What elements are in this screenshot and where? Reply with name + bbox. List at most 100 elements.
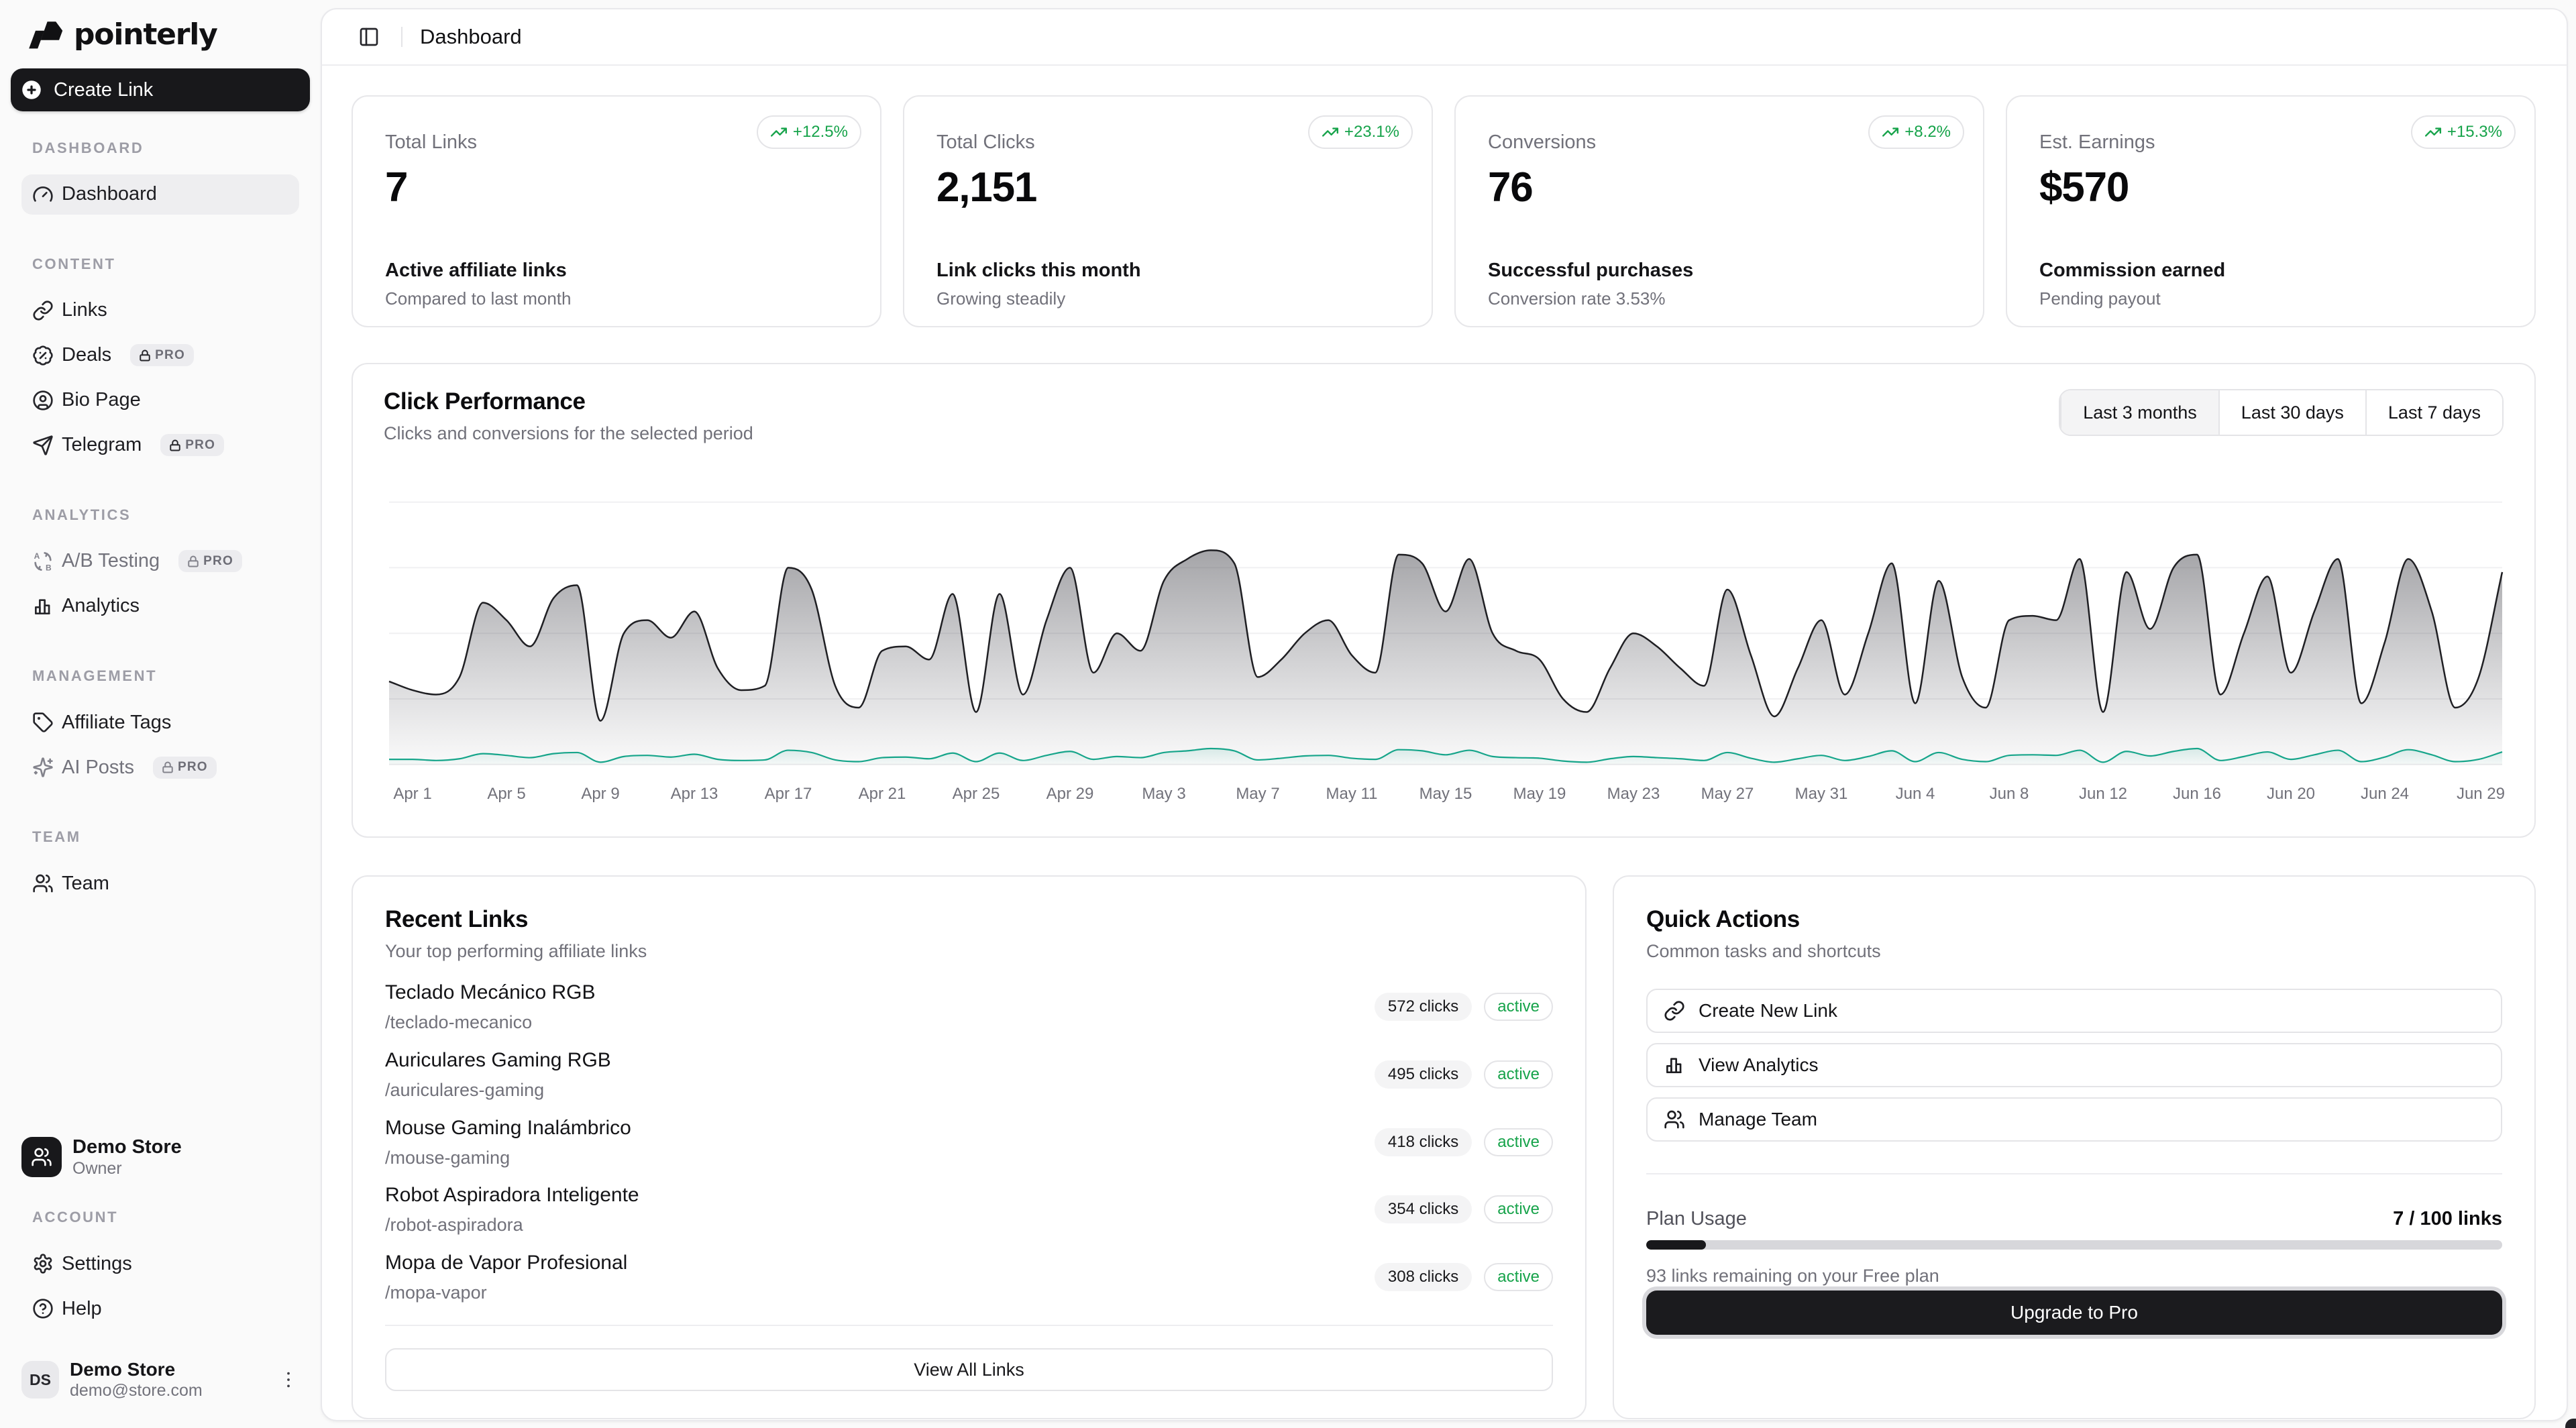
svg-text:Jun 20: Jun 20 xyxy=(2267,785,2315,803)
view-all-links-button[interactable]: View All Links xyxy=(385,1348,1553,1392)
trending-up-icon xyxy=(770,123,788,141)
sidebar-item[interactable]: Telegram PRO xyxy=(21,425,299,465)
quick-action-button[interactable]: Manage Team xyxy=(1646,1097,2502,1142)
clicks-badge: 418 clicks xyxy=(1374,1128,1472,1156)
pro-badge: PRO xyxy=(160,434,225,457)
stat-card: Conversions 76 +8.2% Successful purchase… xyxy=(1454,95,1984,327)
plan-usage-progressbar xyxy=(1646,1240,2502,1250)
ellipsis-vertical-icon[interactable] xyxy=(278,1369,299,1390)
link-row[interactable]: Mouse Gaming Inalámbrico /mouse-gaming 4… xyxy=(385,1114,1553,1170)
divider xyxy=(385,1325,1553,1327)
link-info: Mopa de Vapor Profesional /mopa-vapor xyxy=(385,1249,627,1305)
lock-icon xyxy=(162,761,174,773)
sidebar-item[interactable]: Settings xyxy=(21,1244,299,1284)
sidebar-item[interactable]: AI Posts PRO xyxy=(21,747,299,787)
svg-text:May 31: May 31 xyxy=(1795,785,1848,803)
badge-percent-icon xyxy=(32,345,54,366)
circle-plus-icon xyxy=(21,80,42,100)
svg-text:May 15: May 15 xyxy=(1419,785,1472,803)
create-link-button[interactable]: Create Link xyxy=(11,68,310,111)
link-slug: /mouse-gaming xyxy=(385,1147,511,1168)
link-badges: 354 clicks active xyxy=(1374,1195,1553,1224)
link-row[interactable]: Auriculares Gaming RGB /auriculares-gami… xyxy=(385,1046,1553,1103)
sidebar-item[interactable]: Deals PRO xyxy=(21,335,299,376)
users-icon xyxy=(1664,1109,1685,1130)
sidebar-group-label: TEAM xyxy=(32,828,81,846)
range-button[interactable]: Last 30 days xyxy=(2218,390,2365,435)
workspace[interactable]: Demo Store Owner xyxy=(11,1130,310,1184)
dev-indicator[interactable] xyxy=(2565,1419,2576,1428)
pro-badge-label: PRO xyxy=(155,347,185,362)
user-name: Demo Store xyxy=(70,1359,176,1380)
range-button[interactable]: Last 7 days xyxy=(2365,390,2502,435)
svg-text:Jun 24: Jun 24 xyxy=(2361,785,2409,803)
tag-icon xyxy=(32,712,54,733)
divider xyxy=(1646,1173,2502,1174)
quick-action-button[interactable]: View Analytics xyxy=(1646,1043,2502,1087)
link-name: Teclado Mecánico RGB xyxy=(385,981,596,1003)
sidebar-item[interactable]: Help xyxy=(21,1288,299,1329)
workspace-role: Owner xyxy=(72,1158,122,1178)
range-button[interactable]: Last 3 months xyxy=(2060,390,2218,435)
svg-text:Apr 1: Apr 1 xyxy=(393,785,431,803)
area-chart: Apr 1 Apr 5 Apr 9 Apr 13 Apr 17 Apr 21 Apr 25 A… xyxy=(384,488,2505,810)
stat-footer-subtitle: Conversion rate 3.53% xyxy=(1488,288,1666,309)
sidebar-item[interactable]: Analytics xyxy=(21,586,299,626)
header-separator xyxy=(401,27,402,47)
sidebar-item[interactable]: Dashboard xyxy=(21,174,299,215)
svg-text:May 3: May 3 xyxy=(1142,785,1185,803)
sparkles-icon xyxy=(32,757,54,778)
stat-label: Total Links xyxy=(385,131,478,153)
sidebar-item[interactable]: Links xyxy=(21,290,299,331)
sidebar-group-label: DASHBOARD xyxy=(32,139,144,156)
sidebar-item[interactable]: Bio Page xyxy=(21,380,299,421)
range-selector: Last 3 months Last 30 days Last 7 days xyxy=(2059,389,2504,436)
sidebar-nav: DASHBOARD Dashboard CONTENT xyxy=(0,114,321,920)
lock-icon xyxy=(169,439,181,451)
quick-actions-title: Quick Actions xyxy=(1646,906,1800,932)
clicks-badge: 308 clicks xyxy=(1374,1263,1472,1292)
stat-delta-badge: +12.5% xyxy=(756,115,861,149)
link-slug: /mopa-vapor xyxy=(385,1282,487,1303)
stat-label: Total Clicks xyxy=(936,131,1035,153)
sidebar-group-label: ACCOUNT xyxy=(32,1209,119,1226)
sidebar-toggle-button[interactable] xyxy=(350,18,388,56)
sidebar-item-label: Telegram xyxy=(62,434,142,456)
user-menu[interactable]: DS Demo Store demo@store.com xyxy=(11,1345,310,1415)
link-row[interactable]: Teclado Mecánico RGB /teclado-mecanico 5… xyxy=(385,979,1553,1035)
svg-text:Apr 29: Apr 29 xyxy=(1046,785,1094,803)
page-header: Dashboard xyxy=(322,9,2567,66)
stat-delta-value: +12.5% xyxy=(792,123,848,141)
link-row[interactable]: Robot Aspiradora Inteligente /robot-aspi… xyxy=(385,1181,1553,1238)
link-row[interactable]: Mopa de Vapor Profesional /mopa-vapor 30… xyxy=(385,1249,1553,1305)
user-info: Demo Store demo@store.com xyxy=(70,1359,203,1400)
link-badges: 572 clicks active xyxy=(1374,993,1553,1021)
status-badge: active xyxy=(1484,1060,1553,1089)
create-link-label: Create Link xyxy=(54,78,154,101)
stat-delta-value: +15.3% xyxy=(2447,123,2502,141)
quick-actions-card: Quick Actions Common tasks and shortcuts… xyxy=(1613,875,2536,1419)
sidebar-item[interactable]: Affiliate Tags xyxy=(21,702,299,743)
panel-left-icon xyxy=(358,26,380,48)
brand-name: pointerly xyxy=(74,17,218,52)
stat-value: 76 xyxy=(1488,164,1534,211)
quick-action-button[interactable]: Create New Link xyxy=(1646,989,2502,1033)
chart-column-icon xyxy=(1664,1054,1685,1076)
link-name: Mopa de Vapor Profesional xyxy=(385,1252,628,1274)
svg-text:Jun 29: Jun 29 xyxy=(2457,785,2505,803)
sidebar-item-label: Links xyxy=(62,299,107,321)
send-icon xyxy=(32,435,54,456)
sidebar-item-label: Analytics xyxy=(62,595,140,617)
sidebar-item-label: Deals xyxy=(62,344,112,366)
link-name: Auriculares Gaming RGB xyxy=(385,1048,611,1071)
upgrade-to-pro-button[interactable]: Upgrade to Pro xyxy=(1646,1290,2502,1335)
quick-actions-subtitle: Common tasks and shortcuts xyxy=(1646,941,1881,961)
workspace-info: Demo Store Owner xyxy=(72,1136,182,1178)
pro-badge: PRO xyxy=(153,756,217,779)
sidebar-item[interactable]: Team xyxy=(21,863,299,903)
status-badge: active xyxy=(1484,1195,1553,1224)
sidebar-item-label: Affiliate Tags xyxy=(62,711,172,733)
sidebar-group-label: MANAGEMENT xyxy=(32,667,158,685)
